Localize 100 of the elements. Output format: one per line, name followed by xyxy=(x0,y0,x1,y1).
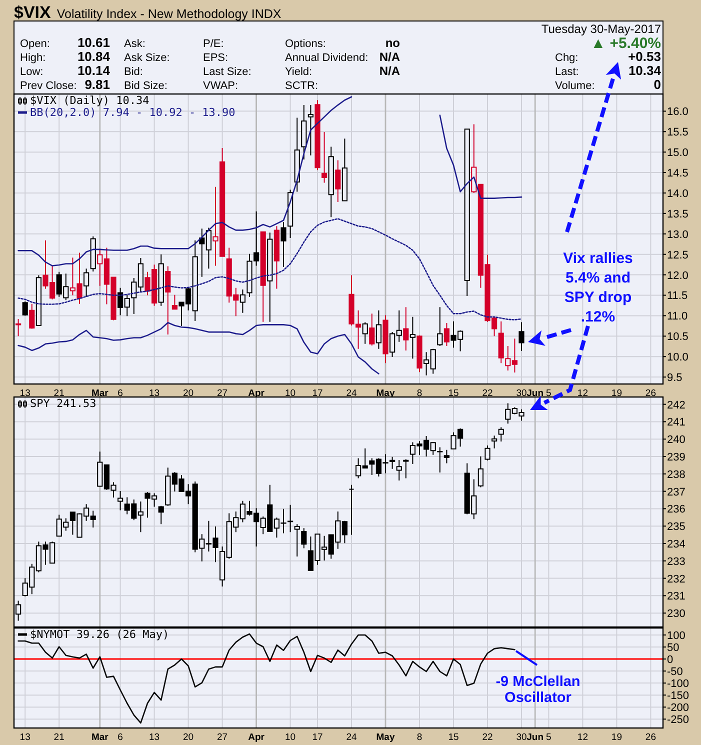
y-tick-label: 10.0 xyxy=(667,352,688,364)
candlestick xyxy=(437,306,443,346)
x-tick-label: 20 xyxy=(183,388,194,399)
text: High: 10.84 xyxy=(20,49,110,64)
text: Open: 10.61 xyxy=(20,35,110,50)
legend-label: BB(20,2.0) 7.94 - 10.92 - 13.90 xyxy=(30,106,236,119)
text: EPS: xyxy=(203,52,228,64)
y-tick-label: 234 xyxy=(667,538,686,550)
y-tick-label: 11.0 xyxy=(667,310,688,323)
x-tick-label: Jun xyxy=(526,732,544,743)
y-tick-label: 13.0 xyxy=(667,228,688,241)
y-tick-label: 15.0 xyxy=(667,147,688,160)
y-tick-label: 230 xyxy=(667,608,686,620)
x-tick-label: 30 xyxy=(516,388,527,399)
x-tick-label: 6 xyxy=(118,388,123,399)
candlestick xyxy=(382,314,388,364)
candlestick xyxy=(362,322,368,344)
candlestick xyxy=(118,490,124,511)
text: Annual Dividend: N/A xyxy=(285,50,400,64)
text: Bid Size: xyxy=(124,80,168,92)
candlestick xyxy=(314,100,320,171)
x-tick-label: 22 xyxy=(482,388,493,399)
legend-label: $NYMOT 39.26 (26 May) xyxy=(30,628,170,641)
candlestick xyxy=(172,294,178,310)
candlestick xyxy=(498,426,504,442)
x-tick-label: Mar xyxy=(91,732,109,743)
y-tick-label: -250 xyxy=(667,714,690,726)
candlestick xyxy=(260,231,266,322)
annotation: -9 McClellan Oscillator xyxy=(496,674,580,706)
candlestick xyxy=(416,334,422,373)
candlestick xyxy=(308,104,314,156)
candlestick xyxy=(335,160,341,202)
x-tick-label: 15 xyxy=(448,732,459,743)
chart-title: $VIX xyxy=(14,3,52,22)
candlestick xyxy=(444,322,450,346)
x-tick-label: 10 xyxy=(285,388,296,399)
y-tick-label: -100 xyxy=(667,678,690,690)
candlestick xyxy=(301,528,307,549)
y-tick-label: 12.0 xyxy=(667,270,688,282)
text: SCTR: xyxy=(285,80,318,92)
x-tick-label: 20 xyxy=(183,732,194,743)
y-tick-label: -150 xyxy=(667,690,690,702)
text: Last: 10.34 xyxy=(555,63,661,78)
candlestick xyxy=(518,322,524,352)
candlestick xyxy=(369,313,375,346)
candlestick xyxy=(322,132,328,184)
y-tick-label: 232 xyxy=(667,573,686,586)
candlestick xyxy=(444,449,450,464)
y-tick-label: -200 xyxy=(667,702,690,714)
candlestick xyxy=(240,289,246,314)
x-tick-label: 26 xyxy=(645,732,656,743)
x-tick-label: 15 xyxy=(448,388,459,399)
x-tick-label: 27 xyxy=(217,732,228,743)
y-tick-label: 15.5 xyxy=(667,126,688,139)
candlestick xyxy=(437,446,443,474)
candlestick xyxy=(280,222,286,268)
x-tick-label: 5 xyxy=(546,388,552,399)
candlestick xyxy=(301,104,307,160)
candlestick xyxy=(342,138,348,202)
candlestick xyxy=(294,117,300,192)
x-tick-label: 22 xyxy=(482,732,493,743)
y-tick-label: 16.0 xyxy=(667,106,688,118)
text: ▲ +5.40% xyxy=(590,35,661,52)
x-tick-label: 17 xyxy=(312,388,323,399)
candlestick xyxy=(294,524,300,558)
candlestick xyxy=(348,484,354,536)
candlestick xyxy=(165,266,171,336)
y-tick-label: 240 xyxy=(667,434,686,446)
y-tick-label: 14.5 xyxy=(667,168,688,180)
y-tick-label: 0 xyxy=(667,654,674,666)
x-tick-label: 10 xyxy=(285,732,296,743)
candlestick xyxy=(403,458,409,479)
text: Low: 10.14 xyxy=(20,63,110,78)
candlestick xyxy=(484,445,490,461)
candlestick xyxy=(16,318,22,337)
y-tick-label: -50 xyxy=(667,666,683,678)
candlestick xyxy=(403,306,409,351)
y-tick-label: 242 xyxy=(667,399,686,412)
x-tick-label: Mar xyxy=(91,388,109,399)
x-tick-label: 8 xyxy=(416,388,422,399)
text: Yield: N/A xyxy=(285,64,400,78)
y-tick-label: 10.5 xyxy=(667,331,688,344)
x-tick-label: 13 xyxy=(149,388,160,399)
text: Options: no xyxy=(285,36,400,50)
candlestick xyxy=(396,459,402,482)
text: Tuesday 30-May-2017 xyxy=(541,22,662,36)
text: Ask Size: xyxy=(124,52,170,64)
x-tick-label: Apr xyxy=(248,732,265,743)
candlestick xyxy=(29,303,35,330)
text: Last Size: xyxy=(203,66,252,78)
legend-label: $VIX (Daily) 10.34 xyxy=(30,94,150,107)
x-tick-label: 21 xyxy=(54,388,64,399)
candlestick xyxy=(158,505,164,525)
x-tick-label: 13 xyxy=(20,732,30,743)
y-tick-label: 12.5 xyxy=(667,249,688,262)
x-tick-label: 13 xyxy=(20,388,30,399)
x-tick-label: 30 xyxy=(516,732,527,743)
y-tick-label: 236 xyxy=(667,504,686,516)
text: Volume: 0 xyxy=(555,77,661,92)
candlestick xyxy=(376,310,382,350)
